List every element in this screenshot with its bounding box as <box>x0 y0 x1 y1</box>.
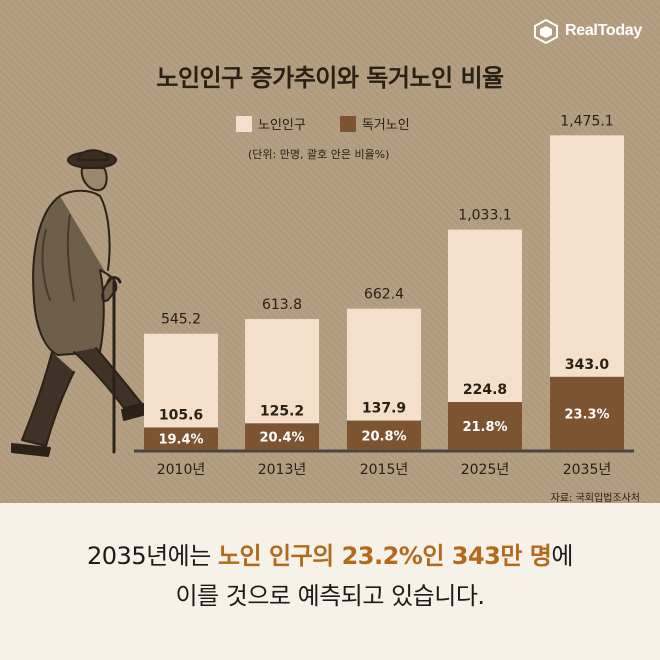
data-label-elderly-population: 662.4 <box>364 287 404 303</box>
bar-living-alone <box>347 420 421 450</box>
x-tick-label: 2035년 <box>563 462 612 478</box>
data-label-living-alone: 137.9 <box>362 401 406 417</box>
caption-line-2: 이를 것으로 예측되고 있습니다. <box>175 582 485 610</box>
source-note: 자료: 국회입법조사처 <box>550 493 640 504</box>
caption-text-suffix: 에 <box>551 542 573 570</box>
chart-title: 노인인구 증가추이와 독거노인 비율 <box>156 64 504 92</box>
bar-chart: 545.2 105.6 19.4% 2010년 613.8 125.2 20.4% 2013년… <box>11 113 634 478</box>
x-tick-label: 2025년 <box>461 462 510 478</box>
data-label-living-alone: 224.8 <box>463 382 507 398</box>
data-label-elderly-population: 545.2 <box>161 312 201 328</box>
elderly-man-illustration <box>11 149 147 457</box>
data-label-living-alone: 343.0 <box>565 357 610 373</box>
data-label-elderly-population: 613.8 <box>262 297 302 313</box>
data-label-ratio: 23.3% <box>564 407 609 422</box>
data-label-ratio: 20.8% <box>361 429 406 444</box>
bar-living-alone <box>245 423 319 450</box>
data-label-ratio: 20.4% <box>259 431 304 446</box>
data-label-ratio: 19.4% <box>158 433 203 448</box>
caption-panel <box>0 503 660 660</box>
legend-label-alone: 독거노인 <box>361 118 410 133</box>
data-label-elderly-population: 1,475.1 <box>560 113 613 129</box>
legend-item-alone: 독거노인 <box>339 114 410 133</box>
bar-living-alone <box>550 376 624 450</box>
legend-label-elderly: 노인인구 <box>258 118 306 133</box>
x-tick-label: 2010년 <box>157 462 206 478</box>
realtoday-logo-icon <box>533 18 558 44</box>
bar-living-alone <box>448 402 522 450</box>
x-tick-label: 2015년 <box>360 462 409 478</box>
legend: 노인인구 독거노인 <box>236 114 410 133</box>
legend-swatch-elderly <box>236 115 252 132</box>
data-label-ratio: 21.8% <box>462 420 507 435</box>
brand: RealToday <box>533 18 642 44</box>
bar-living-alone <box>144 427 218 450</box>
legend-swatch-alone <box>339 115 356 132</box>
caption-line-1: 2035년에는 노인 인구의 23.2%인 343만 명에 <box>0 536 660 576</box>
caption: 2035년에는 노인 인구의 23.2%인 343만 명에 이를 것으로 예측되… <box>0 536 660 616</box>
legend-item-elderly: 노인인구 <box>236 114 306 133</box>
x-tick-label: 2013년 <box>258 462 307 478</box>
caption-text-prefix: 2035년에는 <box>87 542 218 570</box>
caption-highlight: 노인 인구의 23.2%인 343만 명 <box>217 542 552 570</box>
data-label-elderly-population: 1,033.1 <box>458 208 511 224</box>
unit-note: (단위: 만명, 괄호 안은 비율%) <box>248 148 390 161</box>
data-label-living-alone: 125.2 <box>260 403 304 419</box>
data-label-living-alone: 105.6 <box>159 407 203 423</box>
brand-name: RealToday <box>564 22 642 39</box>
